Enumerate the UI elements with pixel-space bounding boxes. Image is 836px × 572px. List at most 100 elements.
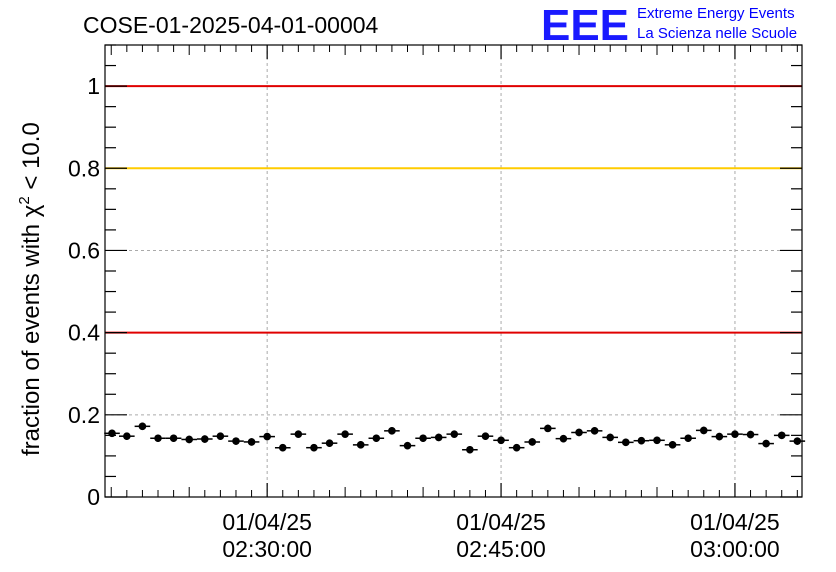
- data-point-marker: [699, 426, 708, 435]
- data-point: [306, 443, 322, 452]
- data-point-marker: [216, 432, 225, 440]
- y-tick-label: 0.8: [68, 155, 100, 181]
- data-point-marker: [154, 434, 162, 443]
- data-point-marker: [263, 432, 271, 441]
- data-point: [165, 434, 182, 443]
- data-point-marker: [310, 443, 318, 452]
- y-axis-label: fraction of events with χ2 < 10.0: [16, 122, 45, 456]
- data-point: [119, 432, 135, 440]
- data-point: [477, 432, 494, 440]
- data-point: [493, 436, 509, 445]
- data-point-marker: [637, 436, 646, 445]
- data-point-marker: [528, 438, 537, 446]
- data-point-marker: [450, 430, 459, 438]
- data-point-marker: [403, 441, 412, 450]
- data-point-marker: [622, 438, 630, 447]
- x-tick-time-label: 03:00:00: [690, 536, 780, 562]
- data-point-marker: [200, 435, 209, 443]
- reference-lines: [105, 85, 802, 334]
- data-point: [415, 434, 431, 443]
- y-tick-label: 0: [87, 484, 100, 510]
- data-point-marker: [715, 432, 724, 441]
- data-point-marker: [497, 436, 505, 445]
- data-point: [399, 441, 416, 450]
- data-point-marker: [185, 435, 194, 444]
- x-tick-date-label: 01/04/25: [690, 509, 780, 535]
- x-tick-date-label: 01/04/25: [222, 509, 312, 535]
- data-point: [274, 443, 291, 452]
- data-point: [695, 426, 712, 435]
- data-point-marker: [466, 445, 474, 454]
- data-point-marker: [169, 434, 178, 443]
- data-point-marker: [606, 433, 615, 442]
- y-axis-label-sup: 2: [16, 196, 33, 204]
- chart-title: COSE-01-2025-04-01-00004: [83, 12, 379, 38]
- y-tick-label: 0.2: [68, 402, 100, 428]
- data-point: [742, 430, 759, 439]
- data-point-marker: [232, 437, 240, 445]
- x-tick-time-label: 02:45:00: [456, 536, 546, 562]
- y-tick-label: 0.6: [68, 237, 100, 263]
- data-point-marker: [590, 427, 599, 435]
- data-point: [586, 427, 603, 435]
- data-point: [555, 434, 572, 443]
- data-point-marker: [434, 433, 443, 442]
- x-tick-time-label: 02:30:00: [222, 536, 312, 562]
- data-point: [680, 434, 696, 443]
- y-axis-label-chi: χ: [18, 204, 45, 217]
- axes: 00.20.40.60.8101/04/2502:30:0001/04/2502…: [68, 44, 803, 562]
- data-point: [368, 434, 385, 443]
- data-point: [633, 436, 650, 445]
- data-point: [104, 429, 120, 438]
- data-point-marker: [419, 434, 427, 443]
- eee-logo-letters: EEE: [541, 1, 629, 50]
- data-point: [773, 431, 790, 440]
- data-point: [181, 435, 197, 444]
- data-point: [618, 438, 634, 447]
- data-point: [259, 432, 275, 441]
- data-point-marker: [668, 441, 677, 449]
- data-point: [602, 433, 619, 442]
- data-point-marker: [123, 432, 131, 440]
- data-point-marker: [108, 429, 116, 438]
- data-point: [430, 433, 447, 442]
- data-point: [758, 439, 774, 448]
- data-point: [446, 430, 463, 438]
- data-point: [150, 434, 166, 443]
- y-tick-label: 0.4: [68, 320, 100, 346]
- data-point-marker: [294, 430, 303, 438]
- x-tick-date-label: 01/04/25: [456, 509, 546, 535]
- data-point: [711, 432, 728, 441]
- data-point-marker: [356, 441, 365, 449]
- data-point-marker: [138, 422, 147, 431]
- data-point-marker: [512, 443, 521, 452]
- data-point: [212, 432, 229, 440]
- logo-line-2: La Scienza nelle Scuole: [637, 25, 797, 42]
- data-point: [664, 441, 681, 449]
- data-point: [727, 430, 743, 438]
- data-point: [228, 437, 244, 445]
- data-points: [104, 422, 806, 454]
- data-point: [508, 443, 525, 452]
- data-point: [134, 422, 151, 431]
- data-point-marker: [653, 436, 661, 445]
- data-point-marker: [372, 434, 381, 443]
- data-point-marker: [746, 430, 755, 439]
- data-point-marker: [684, 434, 692, 443]
- data-point-marker: [793, 437, 802, 445]
- data-point-marker: [247, 438, 256, 446]
- data-point-marker: [388, 427, 396, 435]
- logo-line-1: Extreme Energy Events: [637, 5, 795, 22]
- y-axis-label-tail: < 10.0: [18, 122, 45, 196]
- data-point: [384, 427, 400, 435]
- data-point: [290, 430, 307, 438]
- grid-lines: [105, 45, 802, 497]
- data-point: [524, 438, 541, 446]
- data-point-marker: [544, 424, 552, 433]
- data-point: [337, 430, 353, 438]
- data-point: [789, 437, 806, 445]
- data-point: [243, 438, 260, 446]
- data-point-marker: [731, 430, 739, 438]
- data-point-marker: [575, 428, 583, 437]
